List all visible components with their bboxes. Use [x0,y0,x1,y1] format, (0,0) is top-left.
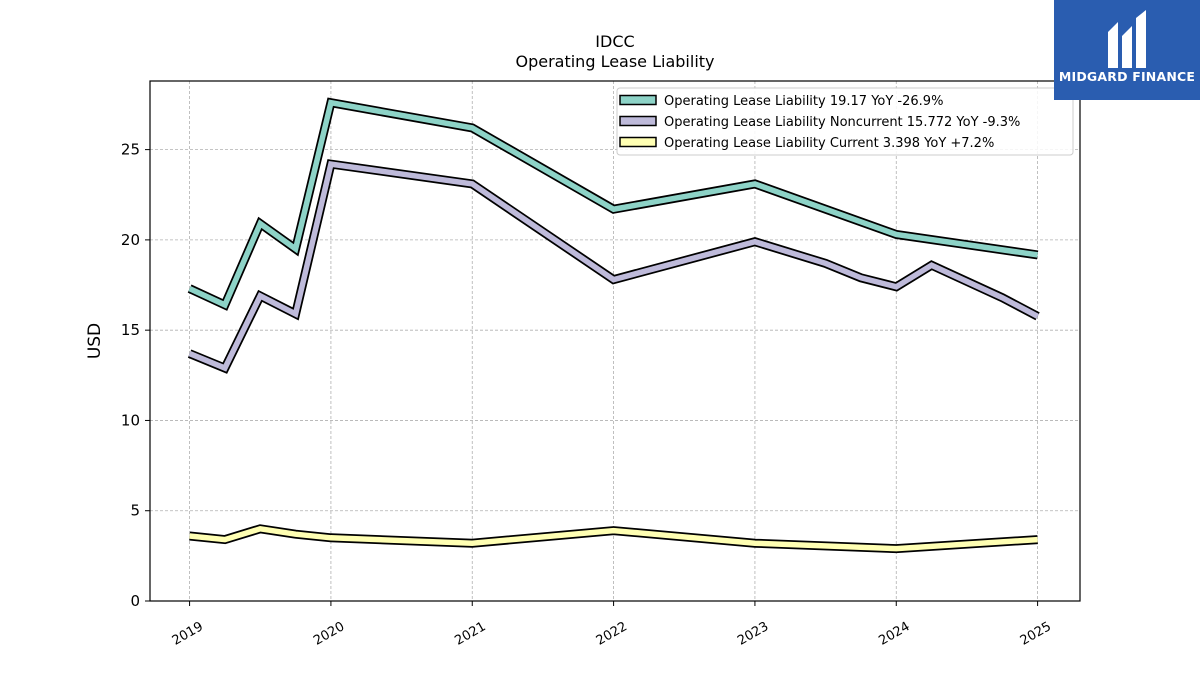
legend-box [616,87,1074,156]
x-axis: 2019 2020 2021 2022 2023 2024 2025 [170,601,1054,649]
legend-swatch [619,136,657,148]
series-line [188,99,1038,309]
y-tick-label: 5 [130,502,140,520]
y-tick-label: 15 [121,321,140,339]
series-0 [187,97,1039,311]
x-tick-label: 2022 [594,619,630,649]
legend-swatch [619,115,657,127]
y-tick-label: 0 [130,592,140,610]
chart-subtitle: Operating Lease Liability [515,52,715,71]
brand-logo-mark [1108,10,1146,68]
x-tick-label: 2025 [1018,619,1054,649]
brand-logo: MIDGARD FINANCE [1054,0,1200,100]
series-2 [189,524,1038,554]
x-tick-label: 2021 [452,619,488,649]
grid [150,81,1080,601]
legend-entry: Operating Lease Liability 19.17 YoY -26.… [664,94,943,109]
plot-frame [149,80,1081,602]
legend-swatch [619,94,657,106]
series-line [189,525,1038,552]
series-1 [187,159,1040,374]
y-axis: 0 5 10 15 20 25 [121,141,150,610]
y-tick-label: 20 [121,231,140,249]
y-axis-label: USD [85,323,105,359]
x-tick-label: 2019 [170,619,206,649]
y-tick-label: 10 [121,411,140,429]
x-tick-label: 2024 [876,619,912,649]
series-layer [187,97,1040,554]
y-tick-label: 25 [121,141,140,159]
series-line [188,161,1039,372]
brand-name: MIDGARD FINANCE [1058,69,1196,84]
legend: Operating Lease Liability 19.17 YoY -26.… [616,87,1074,156]
chart-title: IDCC [595,32,635,51]
x-tick-label: 2020 [311,619,347,649]
legend-entry: Operating Lease Liability Current 3.398 … [664,136,994,151]
x-tick-label: 2023 [735,619,771,649]
legend-entry: Operating Lease Liability Noncurrent 15.… [664,115,1020,130]
